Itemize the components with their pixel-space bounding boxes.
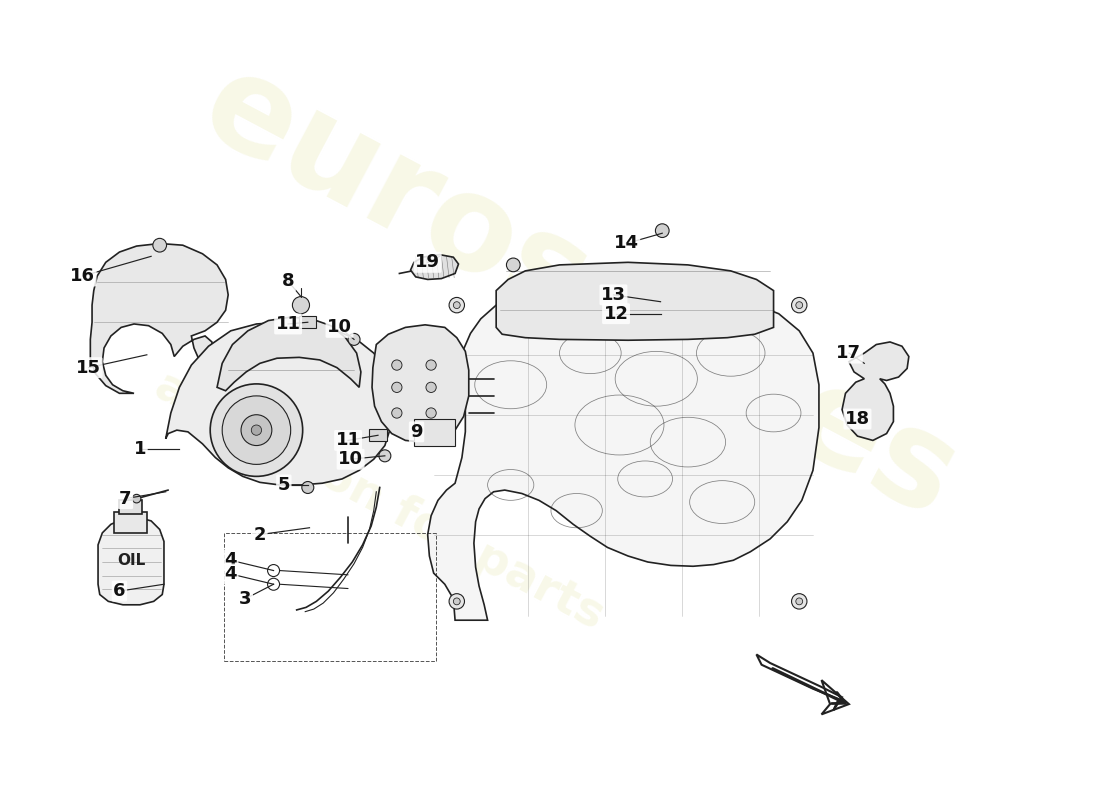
Ellipse shape: [449, 594, 464, 609]
Ellipse shape: [348, 334, 360, 346]
Text: 10: 10: [338, 450, 363, 468]
Ellipse shape: [301, 482, 314, 494]
Text: 11: 11: [276, 315, 300, 333]
Text: 10: 10: [327, 318, 352, 336]
Text: 13: 13: [601, 286, 626, 304]
Text: 8: 8: [282, 272, 295, 290]
Text: 4: 4: [224, 551, 236, 570]
Polygon shape: [217, 317, 361, 390]
Ellipse shape: [795, 302, 803, 309]
Text: 11: 11: [336, 431, 361, 450]
Polygon shape: [410, 254, 459, 279]
Text: OIL: OIL: [118, 553, 145, 568]
Ellipse shape: [426, 408, 437, 418]
Bar: [299, 316, 317, 328]
Text: 1: 1: [134, 440, 146, 458]
Text: 14: 14: [614, 234, 639, 253]
Ellipse shape: [378, 450, 390, 462]
Polygon shape: [843, 342, 909, 441]
Ellipse shape: [293, 297, 309, 314]
Bar: [120, 500, 142, 514]
Ellipse shape: [392, 382, 402, 393]
Polygon shape: [372, 325, 469, 442]
Ellipse shape: [453, 598, 460, 605]
Bar: [114, 512, 146, 533]
Ellipse shape: [210, 384, 302, 476]
Ellipse shape: [506, 258, 520, 272]
Ellipse shape: [392, 408, 402, 418]
Text: 4: 4: [224, 565, 236, 583]
Ellipse shape: [392, 360, 402, 370]
Bar: [414, 419, 455, 446]
Text: a passion for parts: a passion for parts: [146, 363, 612, 638]
Text: 19: 19: [415, 254, 440, 271]
Bar: [370, 430, 386, 442]
Ellipse shape: [222, 396, 290, 464]
Text: 3: 3: [239, 590, 252, 608]
Ellipse shape: [153, 238, 166, 252]
Text: 16: 16: [70, 267, 95, 285]
Ellipse shape: [251, 425, 262, 435]
Ellipse shape: [426, 360, 437, 370]
Ellipse shape: [453, 302, 460, 309]
Text: eurospares: eurospares: [182, 41, 978, 545]
Text: 5: 5: [277, 476, 290, 494]
Ellipse shape: [795, 598, 803, 605]
Ellipse shape: [792, 594, 807, 609]
Text: 7: 7: [119, 490, 132, 508]
Ellipse shape: [449, 298, 464, 313]
Polygon shape: [90, 243, 232, 394]
Text: 6: 6: [113, 582, 125, 600]
Polygon shape: [496, 262, 773, 340]
Text: 12: 12: [604, 305, 628, 322]
Ellipse shape: [132, 494, 141, 503]
Text: 15: 15: [76, 358, 101, 377]
Text: 17: 17: [836, 344, 861, 362]
Ellipse shape: [792, 298, 807, 313]
Text: 9: 9: [410, 423, 422, 441]
Polygon shape: [98, 518, 164, 605]
Ellipse shape: [426, 382, 437, 393]
Ellipse shape: [656, 224, 669, 238]
Polygon shape: [166, 322, 394, 485]
Text: 2: 2: [254, 526, 266, 543]
Text: 18: 18: [845, 410, 870, 428]
Ellipse shape: [241, 414, 272, 446]
Polygon shape: [428, 286, 818, 620]
